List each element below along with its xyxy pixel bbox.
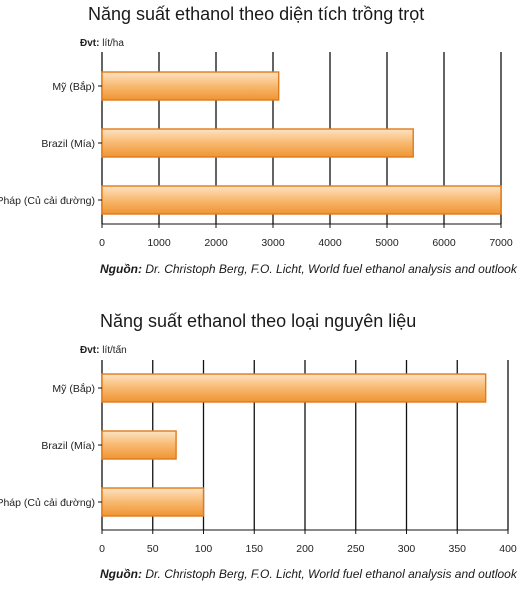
chart1-tick-label: 2000 bbox=[204, 237, 228, 249]
chart1-bar bbox=[101, 185, 502, 215]
chart1-source-prefix: Nguồn: bbox=[100, 262, 142, 276]
chart1-category-label: Pháp (Củ cải đường) bbox=[0, 195, 95, 207]
chart2-tick-label: 200 bbox=[296, 543, 314, 555]
chart2-bar bbox=[101, 373, 487, 403]
chart2-source-prefix: Nguồn: bbox=[100, 567, 142, 581]
chart1-tick-label: 5000 bbox=[375, 237, 399, 249]
chart1-tick-label: 3000 bbox=[261, 237, 285, 249]
chart2-tick-label: 400 bbox=[499, 543, 517, 555]
chart2-plot: 0 50 100 150 200 250 300 350 400 Mỹ (Bắp) Brazil (… bbox=[0, 360, 517, 555]
chart2-unit: Đvt: lít/tấn bbox=[80, 345, 127, 356]
chart2-tick-label: 100 bbox=[195, 543, 213, 555]
chart2-tick-label: 250 bbox=[347, 543, 365, 555]
chart1-category-label: Mỹ (Bắp) bbox=[52, 80, 95, 93]
chart2-tick-label: 350 bbox=[448, 543, 466, 555]
chart1-title: Năng suất ethanol theo diện tích trồng t… bbox=[88, 4, 425, 24]
chart1-unit-prefix: Đvt: bbox=[80, 38, 100, 49]
chart2-category-label: Mỹ (Bắp) bbox=[52, 382, 95, 395]
chart2-bar bbox=[101, 430, 177, 460]
chart2-bar bbox=[101, 487, 205, 517]
chart1-tick-label: 6000 bbox=[432, 237, 456, 249]
chart2-tick-label: 300 bbox=[398, 543, 416, 555]
chart1-tick-label: 0 bbox=[99, 237, 105, 249]
chart1-source-text: Dr. Christoph Berg, F.O. Licht, World fu… bbox=[145, 262, 517, 276]
chart1-unit-value: lít/ha bbox=[102, 38, 124, 49]
chart2-tick-label: 150 bbox=[245, 543, 263, 555]
chart2-tick-label: 50 bbox=[147, 543, 159, 555]
chart1-category-label: Brazil (Mía) bbox=[41, 138, 95, 150]
chart1-tick-label: 4000 bbox=[318, 237, 342, 249]
chart1-bar bbox=[101, 71, 280, 101]
chart2-title: Năng suất ethanol theo loại nguyên liệu bbox=[100, 311, 417, 331]
chart2-unit-value: lít/tấn bbox=[102, 345, 127, 356]
chart2-category-label: Pháp (Củ cải đường) bbox=[0, 497, 95, 509]
chart2-source-text: Dr. Christoph Berg, F.O. Licht, World fu… bbox=[145, 567, 517, 581]
chart2-category-label: Brazil (Mía) bbox=[41, 440, 95, 452]
chart2-unit-prefix: Đvt: bbox=[80, 345, 100, 356]
chart1-tick-label: 7000 bbox=[489, 237, 513, 249]
chart1-unit: Đvt: lít/ha bbox=[80, 38, 124, 49]
chart1-bar bbox=[101, 128, 414, 158]
chart1-source: Nguồn: Dr. Christoph Berg, F.O. Licht, W… bbox=[100, 262, 517, 276]
chart1-tick-label: 1000 bbox=[147, 237, 171, 249]
chart2-source: Nguồn: Dr. Christoph Berg, F.O. Licht, W… bbox=[100, 567, 517, 581]
chart1-plot: 0 1000 2000 3000 4000 5000 6000 7000 Mỹ (Bắp) Bra… bbox=[0, 52, 513, 249]
chart2-tick-label: 0 bbox=[99, 543, 105, 555]
